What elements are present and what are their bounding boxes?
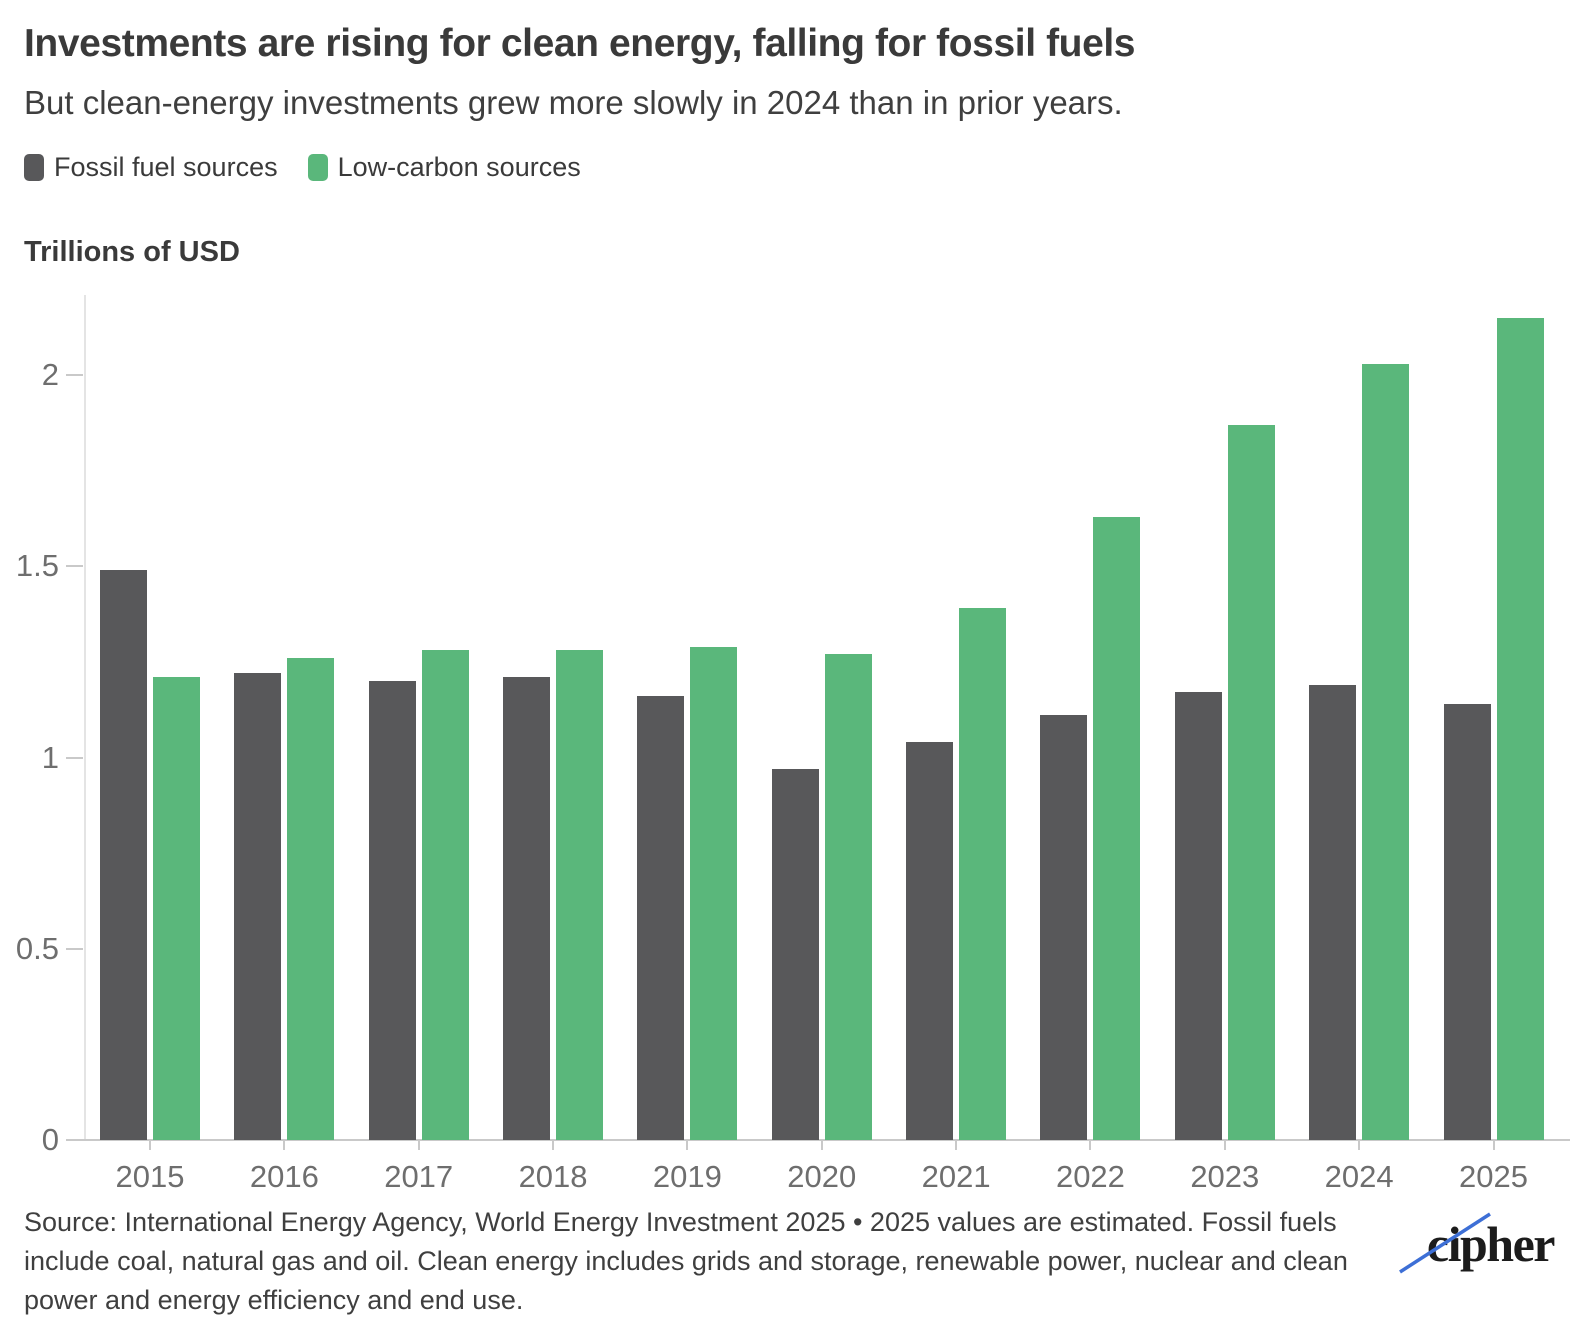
x-axis-tick-2015: [149, 1141, 151, 1150]
bar-fossil-2015: [100, 570, 147, 1140]
x-axis-tick-2016: [283, 1141, 286, 1150]
bar-fossil-2023: [1174, 692, 1222, 1140]
y-axis-label-0: 0: [41, 1122, 59, 1157]
bar-fossil-2017: [368, 681, 416, 1140]
x-axis-label-2019: 2019: [652, 1159, 722, 1194]
x-axis-tick-2020: [820, 1141, 823, 1150]
bar-low-carbon-2020: [824, 654, 872, 1140]
bar-fossil-2020: [771, 769, 819, 1140]
x-axis-tick-2022: [1089, 1141, 1092, 1150]
bar-low-carbon-2021: [959, 608, 1007, 1140]
bar-low-carbon-2015: [153, 677, 200, 1140]
plot-area: 2015 2016 2017 2018 2019 2020 2021 2022 2023 2024…: [16, 295, 1570, 1194]
x-axis-tick-2019: [686, 1141, 689, 1150]
chart-title: Investments are rising for clean energy,…: [24, 22, 1136, 65]
x-axis-baseline: [83, 1139, 1570, 1141]
y-axis-tick-1: [66, 756, 83, 759]
x-axis-tick-2024: [1358, 1141, 1361, 1150]
x-axis-tick-2023: [1223, 1141, 1226, 1150]
x-axis-label-2017: 2017: [384, 1159, 454, 1194]
x-axis-label-2025: 2025: [1459, 1159, 1528, 1194]
legend-item-low-carbon: Low-carbon sources: [307, 152, 581, 183]
x-axis-label-2015: 2015: [115, 1159, 185, 1194]
y-axis-label-1: 1: [41, 739, 59, 775]
bar-low-carbon-2019: [690, 647, 738, 1140]
bar-fossil-2021: [906, 742, 954, 1140]
bar-fossil-2025: [1443, 704, 1491, 1140]
y-axis-tick-1.5: [66, 565, 83, 568]
bar-low-carbon-2022: [1093, 517, 1141, 1140]
y-axis-tick-0.5: [66, 947, 83, 950]
bar-low-carbon-2023: [1227, 425, 1275, 1140]
legend-label-low-carbon: Low-carbon sources: [337, 152, 581, 182]
cipher-logo-slash-icon: [1399, 1212, 1491, 1274]
bar-fossil-2016: [234, 673, 282, 1140]
fossil-swatch-icon: [24, 154, 44, 181]
bar-fossil-2024: [1309, 685, 1357, 1140]
x-axis-label-2021: 2021: [921, 1159, 991, 1194]
x-axis-tick-2025: [1492, 1141, 1495, 1150]
bar-fossil-2019: [637, 696, 685, 1140]
x-axis-tick-2021: [955, 1141, 958, 1150]
y-axis-unit-label: Trillions of USD: [24, 236, 240, 268]
y-axis-tick-2: [66, 374, 83, 376]
x-axis-label-2018: 2018: [518, 1159, 588, 1194]
cipher-logo[interactable]: cipher: [1392, 1210, 1556, 1278]
x-axis-label-2022: 2022: [1055, 1159, 1125, 1194]
bar-low-carbon-2024: [1362, 364, 1410, 1140]
bar-fossil-2022: [1040, 715, 1088, 1140]
y-axis-label-1.5: 1.5: [15, 548, 59, 584]
bar-low-carbon-2016: [287, 658, 335, 1140]
x-axis-tick-2017: [417, 1141, 420, 1150]
y-axis-tick-0: [66, 1139, 83, 1141]
source-note: Source: International Energy Agency, Wor…: [24, 1207, 1348, 1315]
legend: Fossil fuel sources Low-carbon sources: [24, 152, 581, 183]
legend-label-fossil: Fossil fuel sources: [54, 152, 278, 182]
x-axis-label-2016: 2016: [249, 1159, 319, 1194]
x-axis-label-2024: 2024: [1324, 1159, 1394, 1194]
bar-low-carbon-2017: [421, 650, 469, 1140]
bar-low-carbon-2018: [556, 650, 604, 1140]
low-carbon-swatch-icon: [307, 154, 328, 181]
y-axis-line: [84, 295, 86, 1140]
y-axis-label-2: 2: [41, 357, 59, 392]
y-axis-label-0.5: 0.5: [15, 930, 59, 966]
cipher-logo-text: cipher: [1426, 1216, 1556, 1272]
chart-subtitle: But clean-energy investments grew more s…: [24, 84, 1123, 121]
bar-fossil-2018: [503, 677, 551, 1140]
x-axis-label-2023: 2023: [1190, 1159, 1260, 1194]
x-axis-label-2020: 2020: [787, 1159, 857, 1194]
x-axis-tick-2018: [552, 1141, 555, 1150]
legend-item-fossil: Fossil fuel sources: [24, 152, 278, 183]
bar-low-carbon-2025: [1496, 318, 1544, 1140]
